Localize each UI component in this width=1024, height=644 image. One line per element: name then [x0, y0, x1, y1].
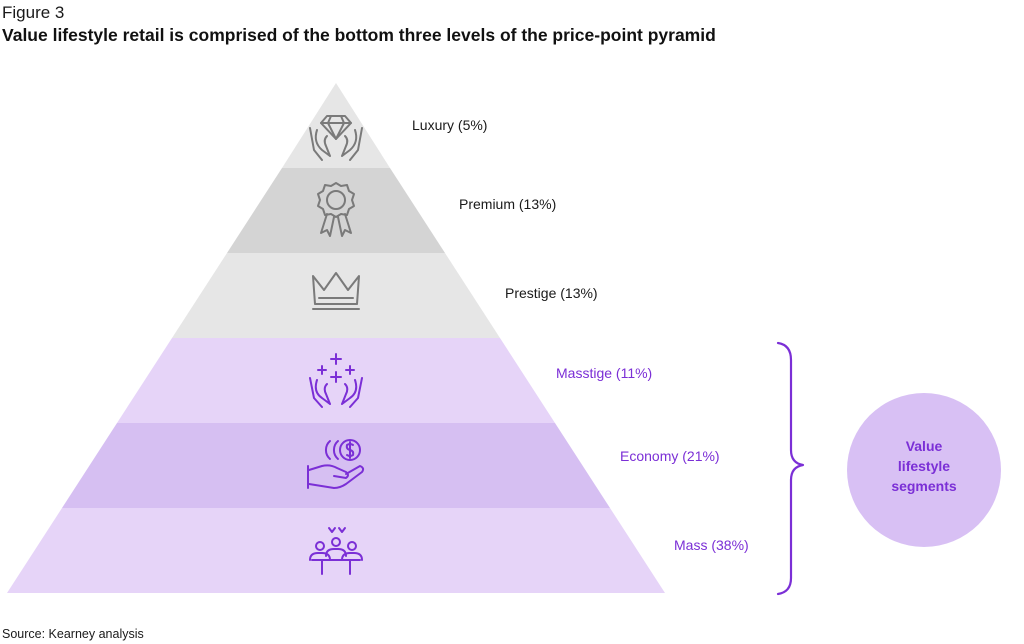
level-label-premium: Premium (13%) [459, 196, 556, 212]
diamond-hands-icon [309, 115, 363, 161]
band-prestige [172, 253, 500, 338]
level-label-masstige: Masstige (11%) [556, 365, 652, 381]
bubble-word: segments [891, 478, 957, 494]
figure-title: Value lifestyle retail is comprised of t… [2, 25, 716, 45]
award-ribbon-icon [317, 182, 355, 237]
band-luxury [282, 83, 390, 168]
level-label-economy: Economy (21%) [620, 448, 720, 464]
value-lifestyle-bubble [847, 393, 1001, 547]
value-lifestyle-label: Value lifestyle segments [849, 436, 999, 496]
bubble-word: Value [905, 438, 943, 454]
coins-hand-icon [307, 439, 365, 489]
level-label-mass: Mass (38%) [674, 537, 749, 553]
level-label-prestige: Prestige (13%) [505, 285, 598, 301]
people-group-icon [309, 527, 363, 575]
band-mass [7, 508, 665, 593]
level-label-luxury: Luxury (5%) [412, 117, 487, 133]
bubble-word: lifestyle [897, 458, 951, 474]
sparkle-hands-icon [309, 353, 363, 408]
crown-icon [312, 272, 360, 310]
band-economy [62, 423, 610, 508]
value-segments-bracket [776, 341, 805, 596]
figure-label: Figure 3 [2, 3, 65, 22]
source-note: Source: Kearney analysis [2, 627, 144, 641]
band-premium [227, 168, 445, 253]
